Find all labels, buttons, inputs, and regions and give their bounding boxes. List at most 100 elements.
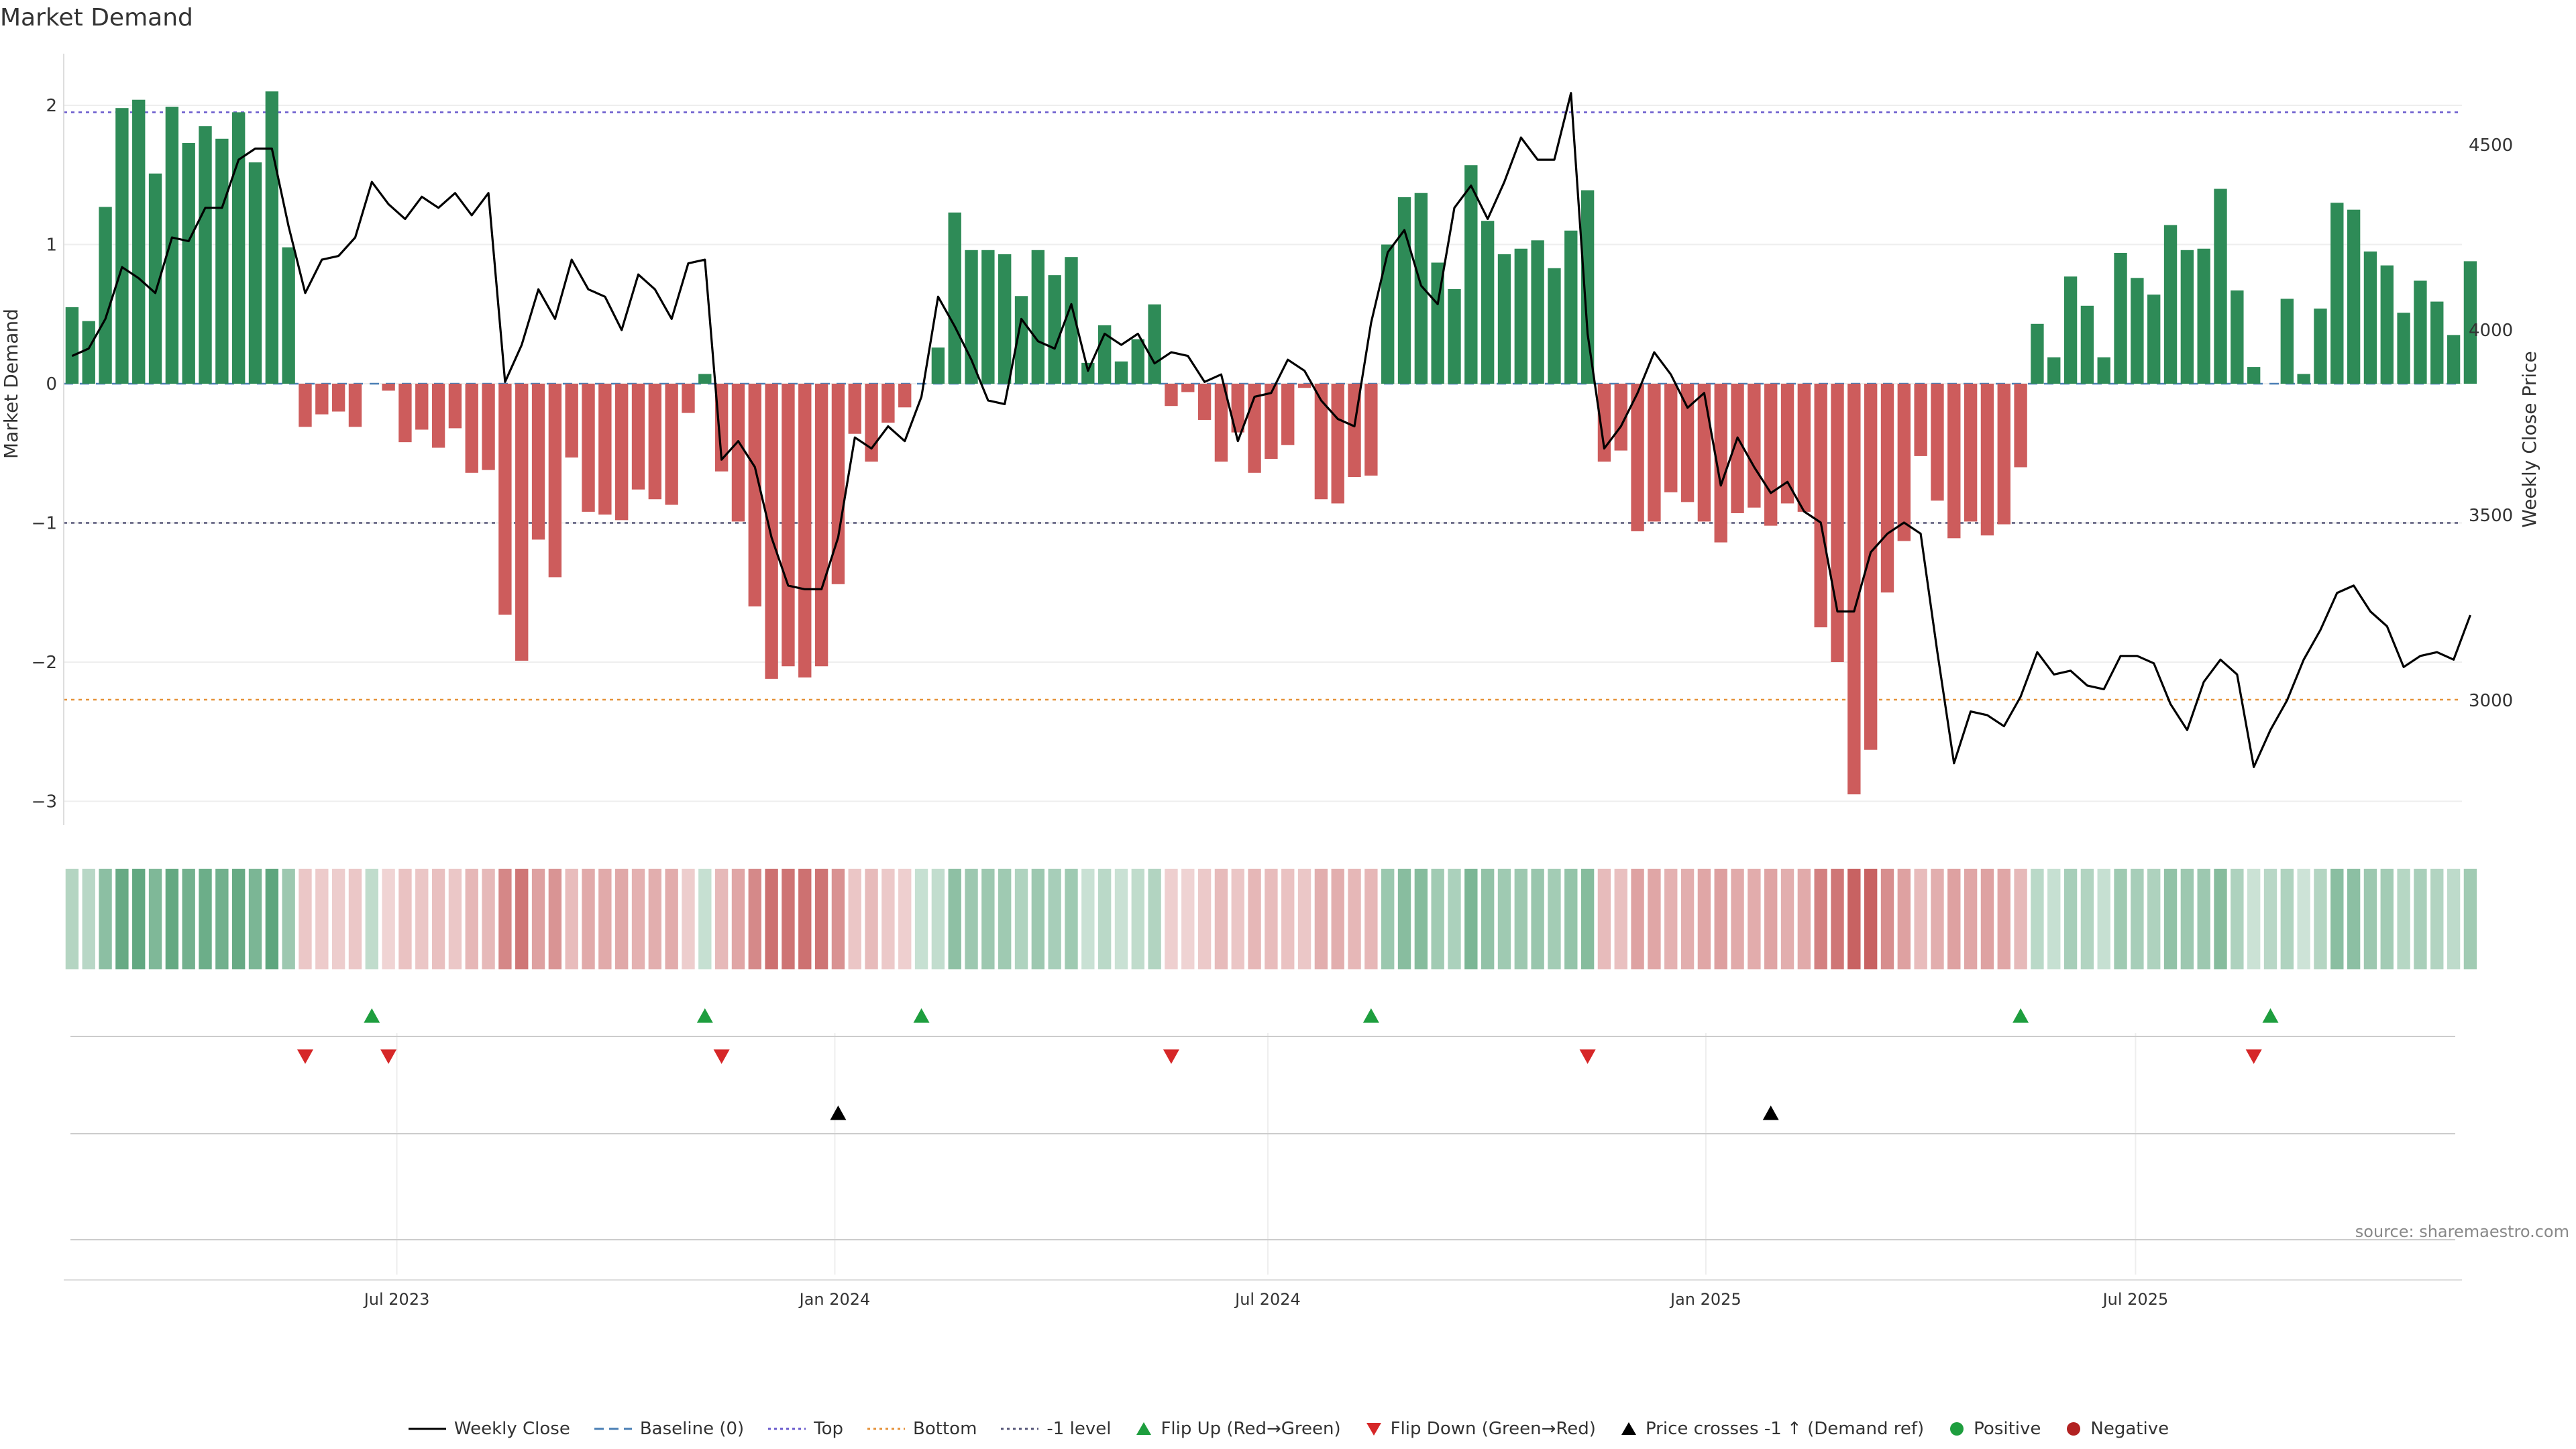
strength-cell bbox=[1631, 869, 1644, 969]
strength-cell bbox=[598, 869, 612, 969]
strength-cell bbox=[831, 869, 845, 969]
strength-cell bbox=[465, 869, 478, 969]
legend-item: Flip Up (Red→Green) bbox=[1134, 1419, 1341, 1439]
strength-cell bbox=[981, 869, 995, 969]
demand-bar bbox=[1597, 384, 1611, 462]
strength-cell bbox=[115, 869, 129, 969]
demand-bar bbox=[948, 212, 961, 384]
strength-cell bbox=[1381, 869, 1395, 969]
demand-bar bbox=[182, 143, 195, 384]
demand-bar bbox=[1648, 384, 1661, 522]
demand-bar bbox=[582, 384, 595, 512]
demand-bar bbox=[2131, 278, 2144, 384]
demand-bar bbox=[965, 250, 978, 384]
legend-swatch bbox=[1950, 1422, 1964, 1436]
strength-cell bbox=[2247, 869, 2261, 969]
strength-cell bbox=[2063, 869, 2078, 969]
strength-cell bbox=[248, 869, 262, 969]
level-lines bbox=[64, 111, 2462, 701]
strength-cell bbox=[1214, 869, 1228, 969]
strength-cell bbox=[1248, 869, 1261, 969]
strength-cell bbox=[2163, 869, 2178, 969]
legend-swatch bbox=[1001, 1428, 1039, 1430]
x-tick-label: Jul 2023 bbox=[363, 1290, 430, 1309]
strength-cell bbox=[898, 869, 912, 969]
chart-title: Market Demand bbox=[0, 4, 193, 32]
legend-item: Baseline (0) bbox=[593, 1419, 744, 1439]
y2-tick-label: 3000 bbox=[2469, 691, 2513, 711]
strength-cell bbox=[448, 869, 462, 969]
y-tick-label: 0 bbox=[46, 374, 57, 394]
strength-cell bbox=[2263, 869, 2277, 969]
flip-down-marker bbox=[1579, 1049, 1596, 1064]
strength-cell bbox=[665, 869, 678, 969]
demand-bar bbox=[1731, 384, 1744, 513]
legend-item: Positive bbox=[1947, 1419, 2041, 1439]
strength-cell bbox=[948, 869, 961, 969]
strength-cell bbox=[299, 869, 312, 969]
y-tick-label: 1 bbox=[46, 235, 57, 256]
strength-cell bbox=[2214, 869, 2227, 969]
strength-cell bbox=[165, 869, 179, 969]
legend-item: Negative bbox=[2063, 1419, 2169, 1439]
demand-bar bbox=[482, 384, 495, 470]
strength-cell bbox=[2031, 869, 2044, 969]
strength-cell bbox=[814, 869, 828, 969]
strength-cell bbox=[2363, 869, 2377, 969]
x-tick-label: Jan 2024 bbox=[798, 1290, 871, 1309]
legend-swatch bbox=[867, 1428, 906, 1430]
demand-bar bbox=[1847, 384, 1861, 795]
strength-cell bbox=[2297, 869, 2310, 969]
strength-strip bbox=[65, 869, 2477, 969]
demand-bar bbox=[1048, 275, 1061, 384]
demand-bar bbox=[1980, 384, 1994, 536]
demand-bar bbox=[1464, 165, 1478, 384]
strength-cell bbox=[1947, 869, 1961, 969]
strength-cell bbox=[748, 869, 761, 969]
demand-bar bbox=[465, 384, 478, 473]
demand-bar bbox=[2063, 276, 2078, 384]
demand-bar bbox=[299, 384, 312, 427]
demand-bar bbox=[665, 384, 678, 505]
demand-bar bbox=[1680, 384, 1695, 502]
flip-up-marker bbox=[913, 1008, 930, 1023]
strength-cell bbox=[2014, 869, 2027, 969]
demand-bar bbox=[2380, 265, 2394, 384]
legend-circle-swatch bbox=[2067, 1422, 2081, 1436]
strength-cell bbox=[231, 869, 246, 969]
strength-cell bbox=[348, 869, 362, 969]
y-tick-label: −1 bbox=[32, 514, 57, 534]
strength-cell bbox=[315, 869, 329, 969]
strength-cell bbox=[331, 869, 345, 969]
legend-swatch bbox=[1366, 1423, 1381, 1436]
legend-label: Positive bbox=[1974, 1419, 2041, 1439]
strength-cell bbox=[2463, 869, 2477, 969]
y2-tick-label: 4000 bbox=[2469, 321, 2513, 341]
strength-cell bbox=[914, 869, 928, 969]
demand-bar bbox=[1331, 384, 1344, 504]
legend-label: Bottom bbox=[913, 1419, 977, 1439]
strength-cell bbox=[698, 869, 712, 969]
strength-cell bbox=[848, 869, 861, 969]
x-tick-label: Jul 2024 bbox=[1234, 1290, 1301, 1309]
strength-cell bbox=[1481, 869, 1495, 969]
flip-markers bbox=[297, 1008, 2279, 1120]
demand-bar bbox=[1397, 197, 1411, 384]
demand-bar bbox=[898, 384, 912, 408]
strength-cell bbox=[1564, 869, 1578, 969]
demand-bar bbox=[548, 384, 562, 578]
demand-bar bbox=[2314, 308, 2327, 384]
strength-cell bbox=[1231, 869, 1244, 969]
flip-down-marker bbox=[1163, 1049, 1179, 1064]
demand-bar bbox=[515, 384, 529, 661]
demand-bar bbox=[265, 91, 279, 384]
strength-cell bbox=[865, 869, 878, 969]
strength-cell bbox=[1065, 869, 1078, 969]
demand-bar bbox=[99, 207, 112, 384]
demand-bar bbox=[215, 138, 229, 384]
demand-bar bbox=[2147, 294, 2161, 384]
strength-cell bbox=[132, 869, 146, 969]
demand-bar bbox=[282, 247, 295, 384]
demand-bar bbox=[65, 307, 79, 384]
strength-cell bbox=[548, 869, 562, 969]
